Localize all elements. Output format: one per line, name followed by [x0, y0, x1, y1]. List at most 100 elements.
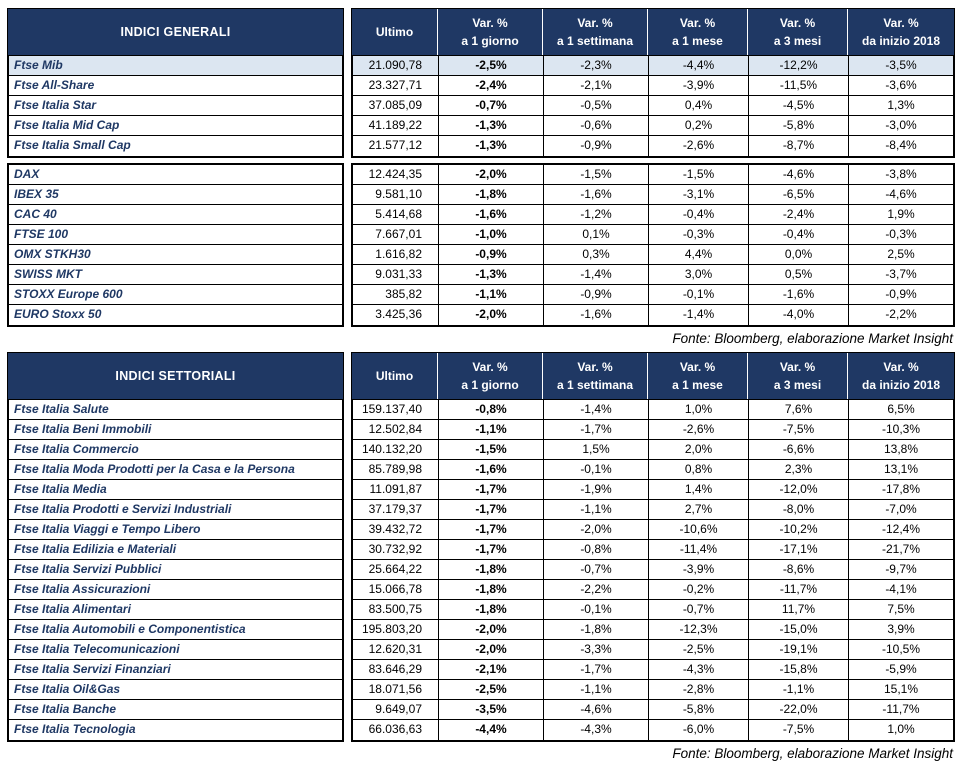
var-value: -2,1% — [438, 660, 543, 679]
var-value: -1,7% — [438, 540, 543, 559]
index-values-row: 85.789,98 -1,6% -0,1% 0,8% 2,3% 13,1% — [353, 460, 953, 480]
ultimo-value: 3.425,36 — [375, 307, 422, 321]
index-values-row: 195.803,20 -2,0% -1,8% -12,3% -15,0% 3,9% — [353, 620, 953, 640]
index-name: Ftse All-Share — [9, 76, 342, 96]
var-percent-label: Var. % — [472, 360, 508, 374]
var-value: 0,2% — [648, 116, 748, 135]
ultimo-value: 7.667,01 — [375, 227, 422, 241]
var-value: -1,7% — [438, 480, 543, 499]
var-value: -11,7% — [848, 700, 953, 719]
var-value: 4,4% — [648, 245, 748, 264]
index-values-column: 21.090,78 -2,5% -2,3% -4,4% -12,2% -3,5% 23.32… — [351, 56, 955, 158]
ultimo-value: 9.649,07 — [375, 702, 422, 716]
index-name: CAC 40 — [9, 205, 342, 225]
ultimo-value: 5.414,68 — [375, 207, 422, 221]
var-value: -4,4% — [648, 56, 748, 75]
var-value: -21,7% — [848, 540, 953, 559]
var-value: 2,0% — [648, 440, 748, 459]
var-value: -2,1% — [543, 76, 648, 95]
index-name-column: Ftse Italia Salute Ftse Italia Beni Immob… — [7, 400, 344, 742]
var-value: -1,1% — [438, 420, 543, 439]
ultimo-value: 9.031,33 — [375, 267, 422, 281]
var-value: -3,6% — [848, 76, 953, 95]
index-name: DAX — [9, 165, 342, 185]
var-value: -5,8% — [748, 116, 848, 135]
var-value: -8,6% — [748, 560, 848, 579]
var-value: -17,8% — [848, 480, 953, 499]
var-period-label: a 1 settimana — [556, 34, 634, 48]
var-value: 7,5% — [848, 600, 953, 619]
var-value: -1,6% — [543, 185, 648, 204]
var-value: 1,0% — [848, 720, 953, 740]
var-value: -12,2% — [748, 56, 848, 75]
source-note: Fonte: Bloomberg, elaborazione Market In… — [672, 746, 953, 761]
var-value: -2,0% — [438, 620, 543, 639]
var-value: -3,9% — [648, 560, 748, 579]
index-values-row: 11.091,87 -1,7% -1,9% 1,4% -12,0% -17,8% — [353, 480, 953, 500]
index-values-row: 30.732,92 -1,7% -0,8% -11,4% -17,1% -21,7% — [353, 540, 953, 560]
var-value: -2,0% — [438, 165, 543, 184]
index-name: Ftse Italia Tecnologia — [14, 722, 136, 736]
ultimo-value: 11.091,87 — [369, 482, 423, 496]
ultimo-value: 83.500,75 — [368, 602, 422, 616]
index-values-row: 83.500,75 -1,8% -0,1% -0,7% 11,7% 7,5% — [353, 600, 953, 620]
section-indici-settoriali: INDICI SETTORIALI Ultimo Var. % a 1 giorno… — [7, 352, 955, 742]
var-value: -3,8% — [848, 165, 953, 184]
var-value: -2,5% — [648, 640, 748, 659]
table-title: INDICI GENERALI — [7, 8, 344, 56]
var-value: -2,8% — [648, 680, 748, 699]
index-name-column: Ftse Mib Ftse All-Share Ftse Italia Star Ft… — [7, 56, 344, 158]
index-name: Ftse Italia Moda Prodotti per la Casa e … — [9, 460, 342, 480]
var-percent-label: Var. % — [679, 16, 716, 30]
var-value: -1,1% — [438, 285, 543, 304]
var-value: -11,5% — [748, 76, 848, 95]
index-values-row: 83.646,29 -2,1% -1,7% -4,3% -15,8% -5,9% — [353, 660, 953, 680]
ultimo-value: 85.789,98 — [368, 462, 422, 476]
var-period-label: a 1 giorno — [461, 34, 519, 48]
var-period-label: a 1 settimana — [556, 378, 634, 392]
var-value: 0,8% — [648, 460, 748, 479]
var-value: 0,4% — [648, 96, 748, 115]
ultimo-value: 15.066,78 — [368, 582, 422, 596]
index-values-row: 37.179,37 -1,7% -1,1% 2,7% -8,0% -7,0% — [353, 500, 953, 520]
ultimo-value: 25.664,22 — [368, 562, 422, 576]
index-values-row: 23.327,71 -2,4% -2,1% -3,9% -11,5% -3,6% — [353, 76, 953, 96]
var-value: -4,4% — [438, 720, 543, 740]
header-var-5: Var. % da inizio 2018 — [847, 353, 954, 399]
ultimo-value: 83.646,29 — [368, 662, 422, 676]
index-values-row: 1.616,82 -0,9% 0,3% 4,4% 0,0% 2,5% — [353, 245, 953, 265]
index-values-row: 39.432,72 -1,7% -2,0% -10,6% -10,2% -12,4% — [353, 520, 953, 540]
var-value: -3,5% — [438, 700, 543, 719]
index-name: Ftse Italia Salute — [9, 400, 342, 420]
ultimo-value: 66.036,63 — [368, 722, 422, 736]
var-value: -0,2% — [648, 580, 748, 599]
var-value: -1,6% — [438, 205, 543, 224]
var-value: -12,3% — [648, 620, 748, 639]
index-name: FTSE 100 — [9, 225, 342, 245]
row-group: DAX IBEX 35 CAC 40 FTSE 100 OMX STKH30 SWISS … — [7, 163, 955, 327]
var-value: 0,3% — [543, 245, 648, 264]
var-value: 0,0% — [748, 245, 848, 264]
var-value: 0,5% — [748, 265, 848, 284]
var-value: -1,1% — [543, 500, 648, 519]
var-value: 11,7% — [748, 600, 848, 619]
var-value: -3,3% — [543, 640, 648, 659]
header-row: INDICI SETTORIALI Ultimo Var. % a 1 giorno… — [7, 352, 955, 400]
index-name: Ftse Italia Assicurazioni — [9, 580, 342, 600]
var-value: -0,9% — [543, 285, 648, 304]
index-values-row: 21.577,12 -1,3% -0,9% -2,6% -8,7% -8,4% — [353, 136, 953, 156]
var-value: -2,0% — [543, 520, 648, 539]
var-value: -1,5% — [438, 440, 543, 459]
index-name: STOXX Europe 600 — [9, 285, 342, 305]
var-value: -1,3% — [438, 116, 543, 135]
var-value: 2,7% — [648, 500, 748, 519]
var-period-label: a 3 mesi — [773, 34, 822, 48]
var-value: -6,0% — [648, 720, 748, 740]
ultimo-value: 23.327,71 — [368, 78, 422, 92]
var-period-label: a 1 mese — [672, 34, 723, 48]
index-name: Ftse Italia Star — [9, 96, 342, 116]
column-header-group: Ultimo Var. % a 1 giorno Var. % a 1 settiman… — [351, 352, 955, 400]
var-value: -0,7% — [543, 560, 648, 579]
index-name: IBEX 35 — [9, 185, 342, 205]
index-name: Ftse Italia Small Cap — [14, 138, 131, 152]
